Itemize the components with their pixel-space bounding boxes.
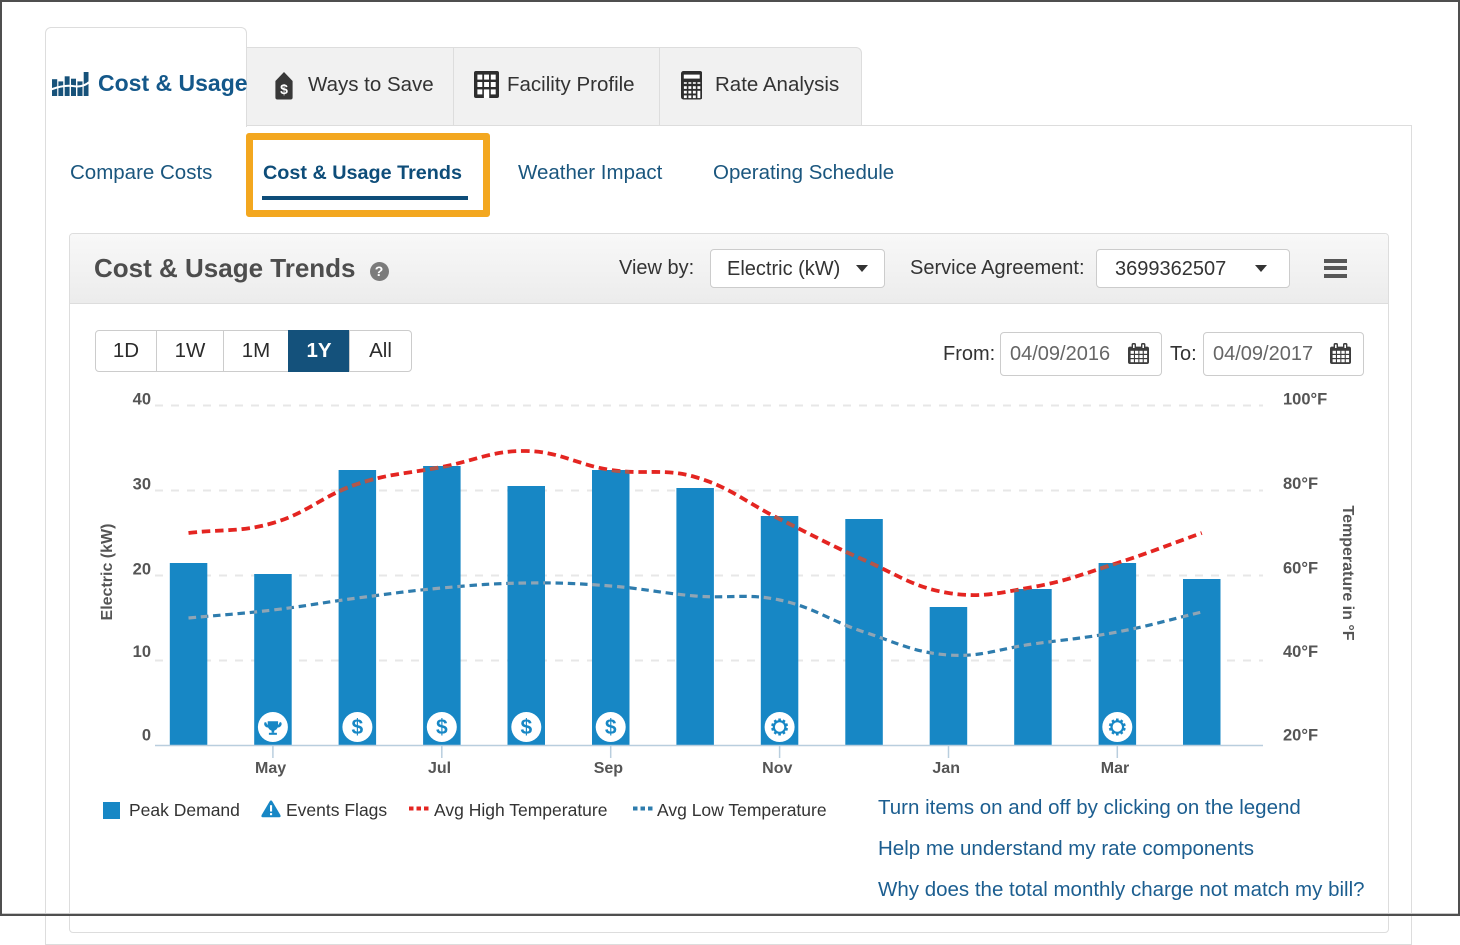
svg-text:30: 30 <box>133 476 151 494</box>
svg-text:60°F: 60°F <box>1283 560 1318 578</box>
svg-text:Temperature in °F: Temperature in °F <box>1339 505 1356 640</box>
svg-text:Electric (kW): Electric (kW) <box>99 524 116 621</box>
svg-text:$: $ <box>352 716 364 739</box>
svg-text:40°F: 40°F <box>1283 643 1318 661</box>
svg-text:40: 40 <box>133 391 151 409</box>
svg-text:May: May <box>255 760 286 777</box>
svg-text:100°F: 100°F <box>1283 391 1327 409</box>
svg-text:Nov: Nov <box>762 760 792 777</box>
svg-text:$: $ <box>520 716 532 739</box>
svg-text:$: $ <box>605 716 617 739</box>
svg-text:$: $ <box>436 716 448 739</box>
svg-text:Jan: Jan <box>932 760 960 777</box>
svg-text:Jul: Jul <box>428 760 451 777</box>
svg-text:0: 0 <box>142 727 151 745</box>
svg-text:10: 10 <box>133 643 151 661</box>
svg-text:20: 20 <box>133 561 151 579</box>
svg-text:80°F: 80°F <box>1283 475 1318 493</box>
svg-text:Mar: Mar <box>1101 760 1129 777</box>
svg-text:$: $ <box>280 81 288 97</box>
svg-text:20°F: 20°F <box>1283 727 1318 745</box>
svg-text:Sep: Sep <box>594 760 624 777</box>
